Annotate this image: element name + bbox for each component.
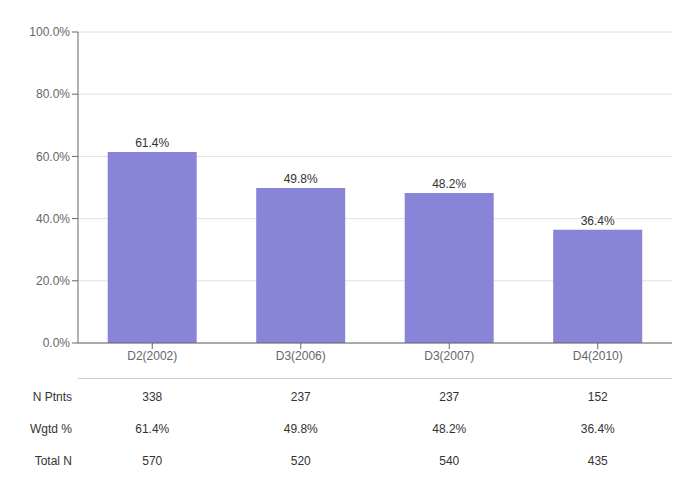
svg-text:60.0%: 60.0% [36,150,70,164]
svg-text:D2(2002): D2(2002) [127,349,177,363]
html-text:N Ptnts: N Ptnts [32,390,72,404]
svg-text:49.8%: 49.8% [284,172,318,186]
svg-text:80.0%: 80.0% [36,87,70,101]
html-text:49.8%: 49.8% [283,422,318,436]
html-text:152: 152 [587,390,608,404]
html-text:520: 520 [290,454,311,468]
svg-text:100.0%: 100.0% [29,25,70,39]
html-text:540: 540 [439,454,460,468]
svg-text:36.4%: 36.4% [581,214,615,228]
html-text:237: 237 [290,390,311,404]
svg-text:40.0%: 40.0% [36,212,70,226]
html-text:570: 570 [142,454,163,468]
html-text:61.4%: 61.4% [135,422,170,436]
html-text:338: 338 [142,390,163,404]
svg-text:61.4%: 61.4% [135,136,169,150]
html-text:36.4%: 36.4% [580,422,615,436]
svg-text:D4(2010): D4(2010) [573,349,623,363]
svg-text:20.0%: 20.0% [36,274,70,288]
html-text:237: 237 [439,390,460,404]
html-text:Wgtd %: Wgtd % [30,422,72,436]
svg-text:D3(2006): D3(2006) [276,349,326,363]
svg-text:D3(2007): D3(2007) [424,349,474,363]
svg-text:0.0%: 0.0% [43,336,71,350]
svg-text:48.2%: 48.2% [432,177,466,191]
html-text:Total N: Total N [34,454,72,468]
html-text:435: 435 [587,454,608,468]
html-text:48.2%: 48.2% [432,422,467,436]
